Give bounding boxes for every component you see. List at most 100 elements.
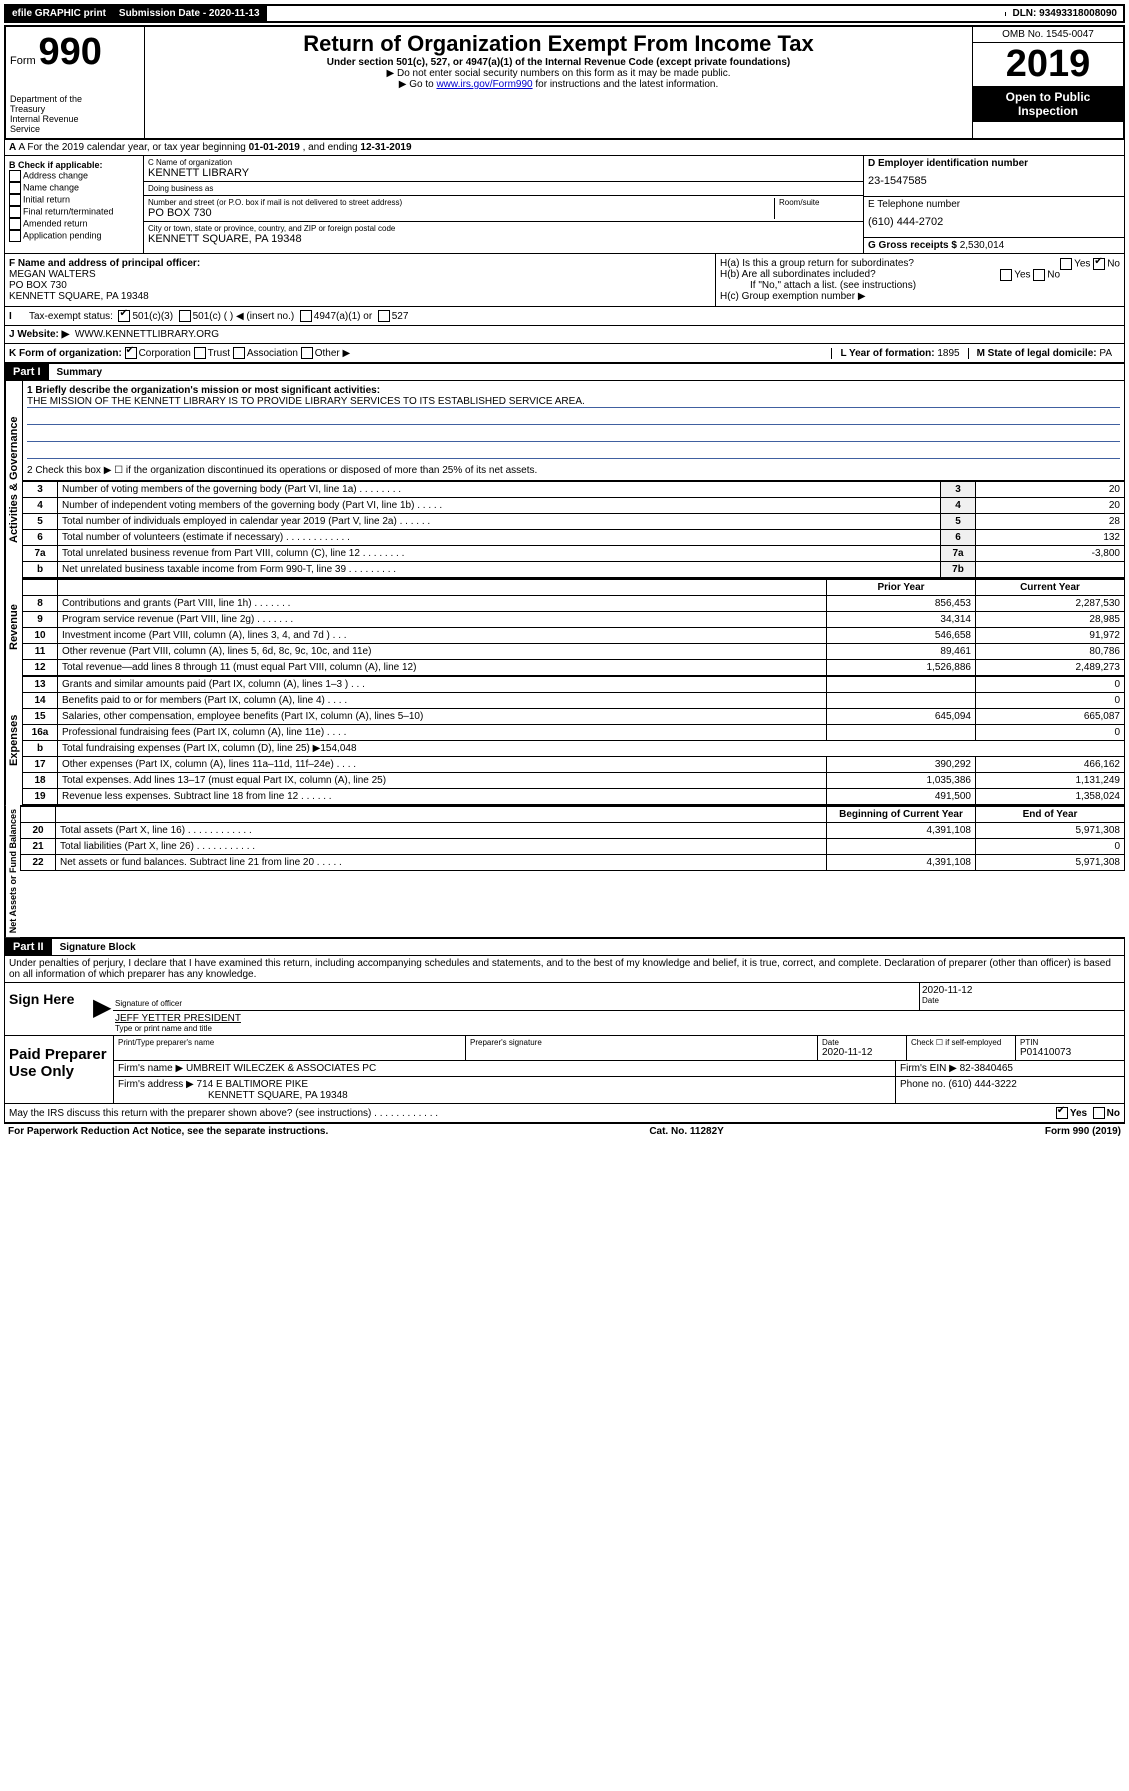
firm-addr1: 714 E BALTIMORE PIKE	[197, 1079, 309, 1090]
box-e: E Telephone number (610) 444-2702	[864, 197, 1124, 238]
check-trust[interactable]	[194, 347, 206, 359]
form990-link[interactable]: www.irs.gov/Form990	[436, 79, 532, 90]
year-end: 12-31-2019	[360, 142, 411, 153]
firm-ein: 82-3840465	[960, 1063, 1013, 1074]
self-employed-check[interactable]: Check ☐ if self-employed	[911, 1038, 1011, 1047]
firm-addr2: KENNETT SQUARE, PA 19348	[118, 1090, 348, 1101]
city-cell: City or town, state or province, country…	[144, 222, 863, 247]
submission-date: Submission Date - 2020-11-13	[113, 6, 267, 21]
check-501c[interactable]	[179, 310, 191, 322]
form-id-box: Form 990 Department of theTreasuryIntern…	[6, 27, 145, 138]
table-row: 4Number of independent voting members of…	[23, 498, 1125, 514]
h-c: H(c) Group exemption number ▶	[720, 291, 1120, 302]
part1-title: Summary	[49, 365, 111, 380]
addr-cell: Number and street (or P.O. box if mail i…	[144, 196, 863, 222]
officer-label: F Name and address of principal officer:	[9, 258, 200, 269]
sub3b: for instructions and the latest informat…	[535, 79, 718, 90]
table-row: 20Total assets (Part X, line 16) . . . .…	[21, 823, 1125, 839]
table-row: 7aTotal unrelated business revenue from …	[23, 546, 1125, 562]
prior-year-header: Prior Year	[827, 579, 976, 596]
efile-button[interactable]: efile GRAPHIC print	[6, 6, 113, 21]
check-assoc[interactable]	[233, 347, 245, 359]
sig-date-label: Date	[922, 996, 1122, 1005]
check-pending[interactable]: Application pending	[9, 230, 139, 242]
open-public: Open to Public Inspection	[973, 86, 1123, 122]
netassets-vlabel: Net Assets or Fund Balances	[5, 805, 20, 937]
box-c: C Name of organization KENNETT LIBRARY D…	[144, 156, 864, 253]
check-527[interactable]	[378, 310, 390, 322]
line2-text: 2 Check this box ▶ ☐ if the organization…	[27, 465, 1120, 476]
check-name[interactable]: Name change	[9, 182, 139, 194]
form-number: 990	[38, 31, 101, 73]
firm-phone-label: Phone no.	[900, 1079, 946, 1090]
paid-row-3: Firm's address ▶ 714 E BALTIMORE PIKEKEN…	[114, 1077, 1124, 1103]
governance-section: Activities & Governance 1 Briefly descri…	[4, 381, 1125, 578]
table-row: 5Total number of individuals employed in…	[23, 514, 1125, 530]
table-row: bNet unrelated business taxable income f…	[23, 562, 1125, 578]
row-a-text: A For the 2019 calendar year, or tax yea…	[18, 142, 248, 153]
table-row: 15Salaries, other compensation, employee…	[23, 709, 1125, 725]
expenses-table: 13Grants and similar amounts paid (Part …	[22, 676, 1125, 805]
header-right: OMB No. 1545-0047 2019 Open to Public In…	[973, 27, 1123, 138]
table-row: 22Net assets or fund balances. Subtract …	[21, 855, 1125, 871]
check-amended[interactable]: Amended return	[9, 218, 139, 230]
state-domicile: PA	[1099, 348, 1112, 359]
prep-date-label: Date	[822, 1038, 902, 1047]
paid-label: Paid Preparer Use Only	[5, 1036, 114, 1103]
dba-cell: Doing business as	[144, 182, 863, 196]
table-row: 9Program service revenue (Part VIII, lin…	[23, 612, 1125, 628]
ein-label: D Employer identification number	[868, 158, 1120, 169]
end-year-header: End of Year	[976, 806, 1125, 823]
row-i: I Tax-exempt status: 501(c)(3) 501(c) ( …	[4, 307, 1125, 326]
check-corp[interactable]	[125, 347, 137, 359]
org-name-label: C Name of organization	[148, 158, 859, 167]
table-row: 11Other revenue (Part VIII, column (A), …	[23, 644, 1125, 660]
dba-label: Doing business as	[148, 184, 859, 193]
box-b: B Check if applicable: Address change Na…	[5, 156, 144, 253]
box-g: G Gross receipts $ 2,530,014	[864, 238, 1124, 253]
revenue-table: Prior Year Current Year 8Contributions a…	[22, 578, 1125, 676]
part1-badge: Part I	[5, 364, 49, 380]
table-row: 10Investment income (Part VIII, column (…	[23, 628, 1125, 644]
table-row: bTotal fundraising expenses (Part IX, co…	[23, 741, 1125, 757]
officer-name: MEGAN WALTERS	[9, 269, 96, 280]
prep-name-label: Print/Type preparer's name	[118, 1038, 461, 1047]
firm-name-label: Firm's name ▶	[118, 1063, 183, 1074]
form-header: Form 990 Department of theTreasuryIntern…	[4, 25, 1125, 140]
box-h: H(a) Is this a group return for subordin…	[716, 254, 1124, 306]
row-a: A A For the 2019 calendar year, or tax y…	[4, 140, 1125, 156]
check-initial[interactable]: Initial return	[9, 194, 139, 206]
sub3a: ▶ Go to	[399, 79, 437, 90]
mission-area: 1 Briefly describe the organization's mi…	[22, 381, 1125, 481]
gross-label: G Gross receipts $	[868, 240, 957, 251]
row-a-label: A	[9, 142, 16, 153]
entity-grid: B Check if applicable: Address change Na…	[4, 156, 1125, 254]
prep-date: 2020-11-12	[822, 1047, 902, 1058]
box-b-header: B Check if applicable:	[9, 160, 139, 170]
table-row: 19Revenue less expenses. Subtract line 1…	[23, 789, 1125, 805]
omb-number: OMB No. 1545-0047	[973, 27, 1123, 43]
check-other[interactable]	[301, 347, 313, 359]
begin-year-header: Beginning of Current Year	[827, 806, 976, 823]
year-formation: 1895	[937, 348, 959, 359]
year-begin: 01-01-2019	[249, 142, 300, 153]
irs-yes-check[interactable]	[1056, 1107, 1068, 1119]
table-row: 18Total expenses. Add lines 13–17 (must …	[23, 773, 1125, 789]
check-4947[interactable]	[300, 310, 312, 322]
org-name: KENNETT LIBRARY	[148, 167, 859, 179]
officer-sig-name: JEFF YETTER PRESIDENT	[115, 1013, 1122, 1024]
prep-sig-label: Preparer's signature	[470, 1038, 813, 1047]
mission-blank-1	[27, 410, 1120, 425]
ptin-label: PTIN	[1020, 1038, 1120, 1047]
mission-blank-3	[27, 444, 1120, 459]
officer-name-label: Type or print name and title	[115, 1024, 1122, 1033]
mission-text: THE MISSION OF THE KENNETT LIBRARY IS TO…	[27, 396, 1120, 408]
table-row: 6Total number of volunteers (estimate if…	[23, 530, 1125, 546]
irs-no-check[interactable]	[1093, 1107, 1105, 1119]
check-address[interactable]: Address change	[9, 170, 139, 182]
officer-addr1: PO BOX 730	[9, 280, 67, 291]
check-501c3[interactable]	[118, 310, 130, 322]
check-final[interactable]: Final return/terminated	[9, 206, 139, 218]
paid-row-1: Print/Type preparer's name Preparer's si…	[114, 1036, 1124, 1061]
phone-label: E Telephone number	[868, 199, 1120, 210]
